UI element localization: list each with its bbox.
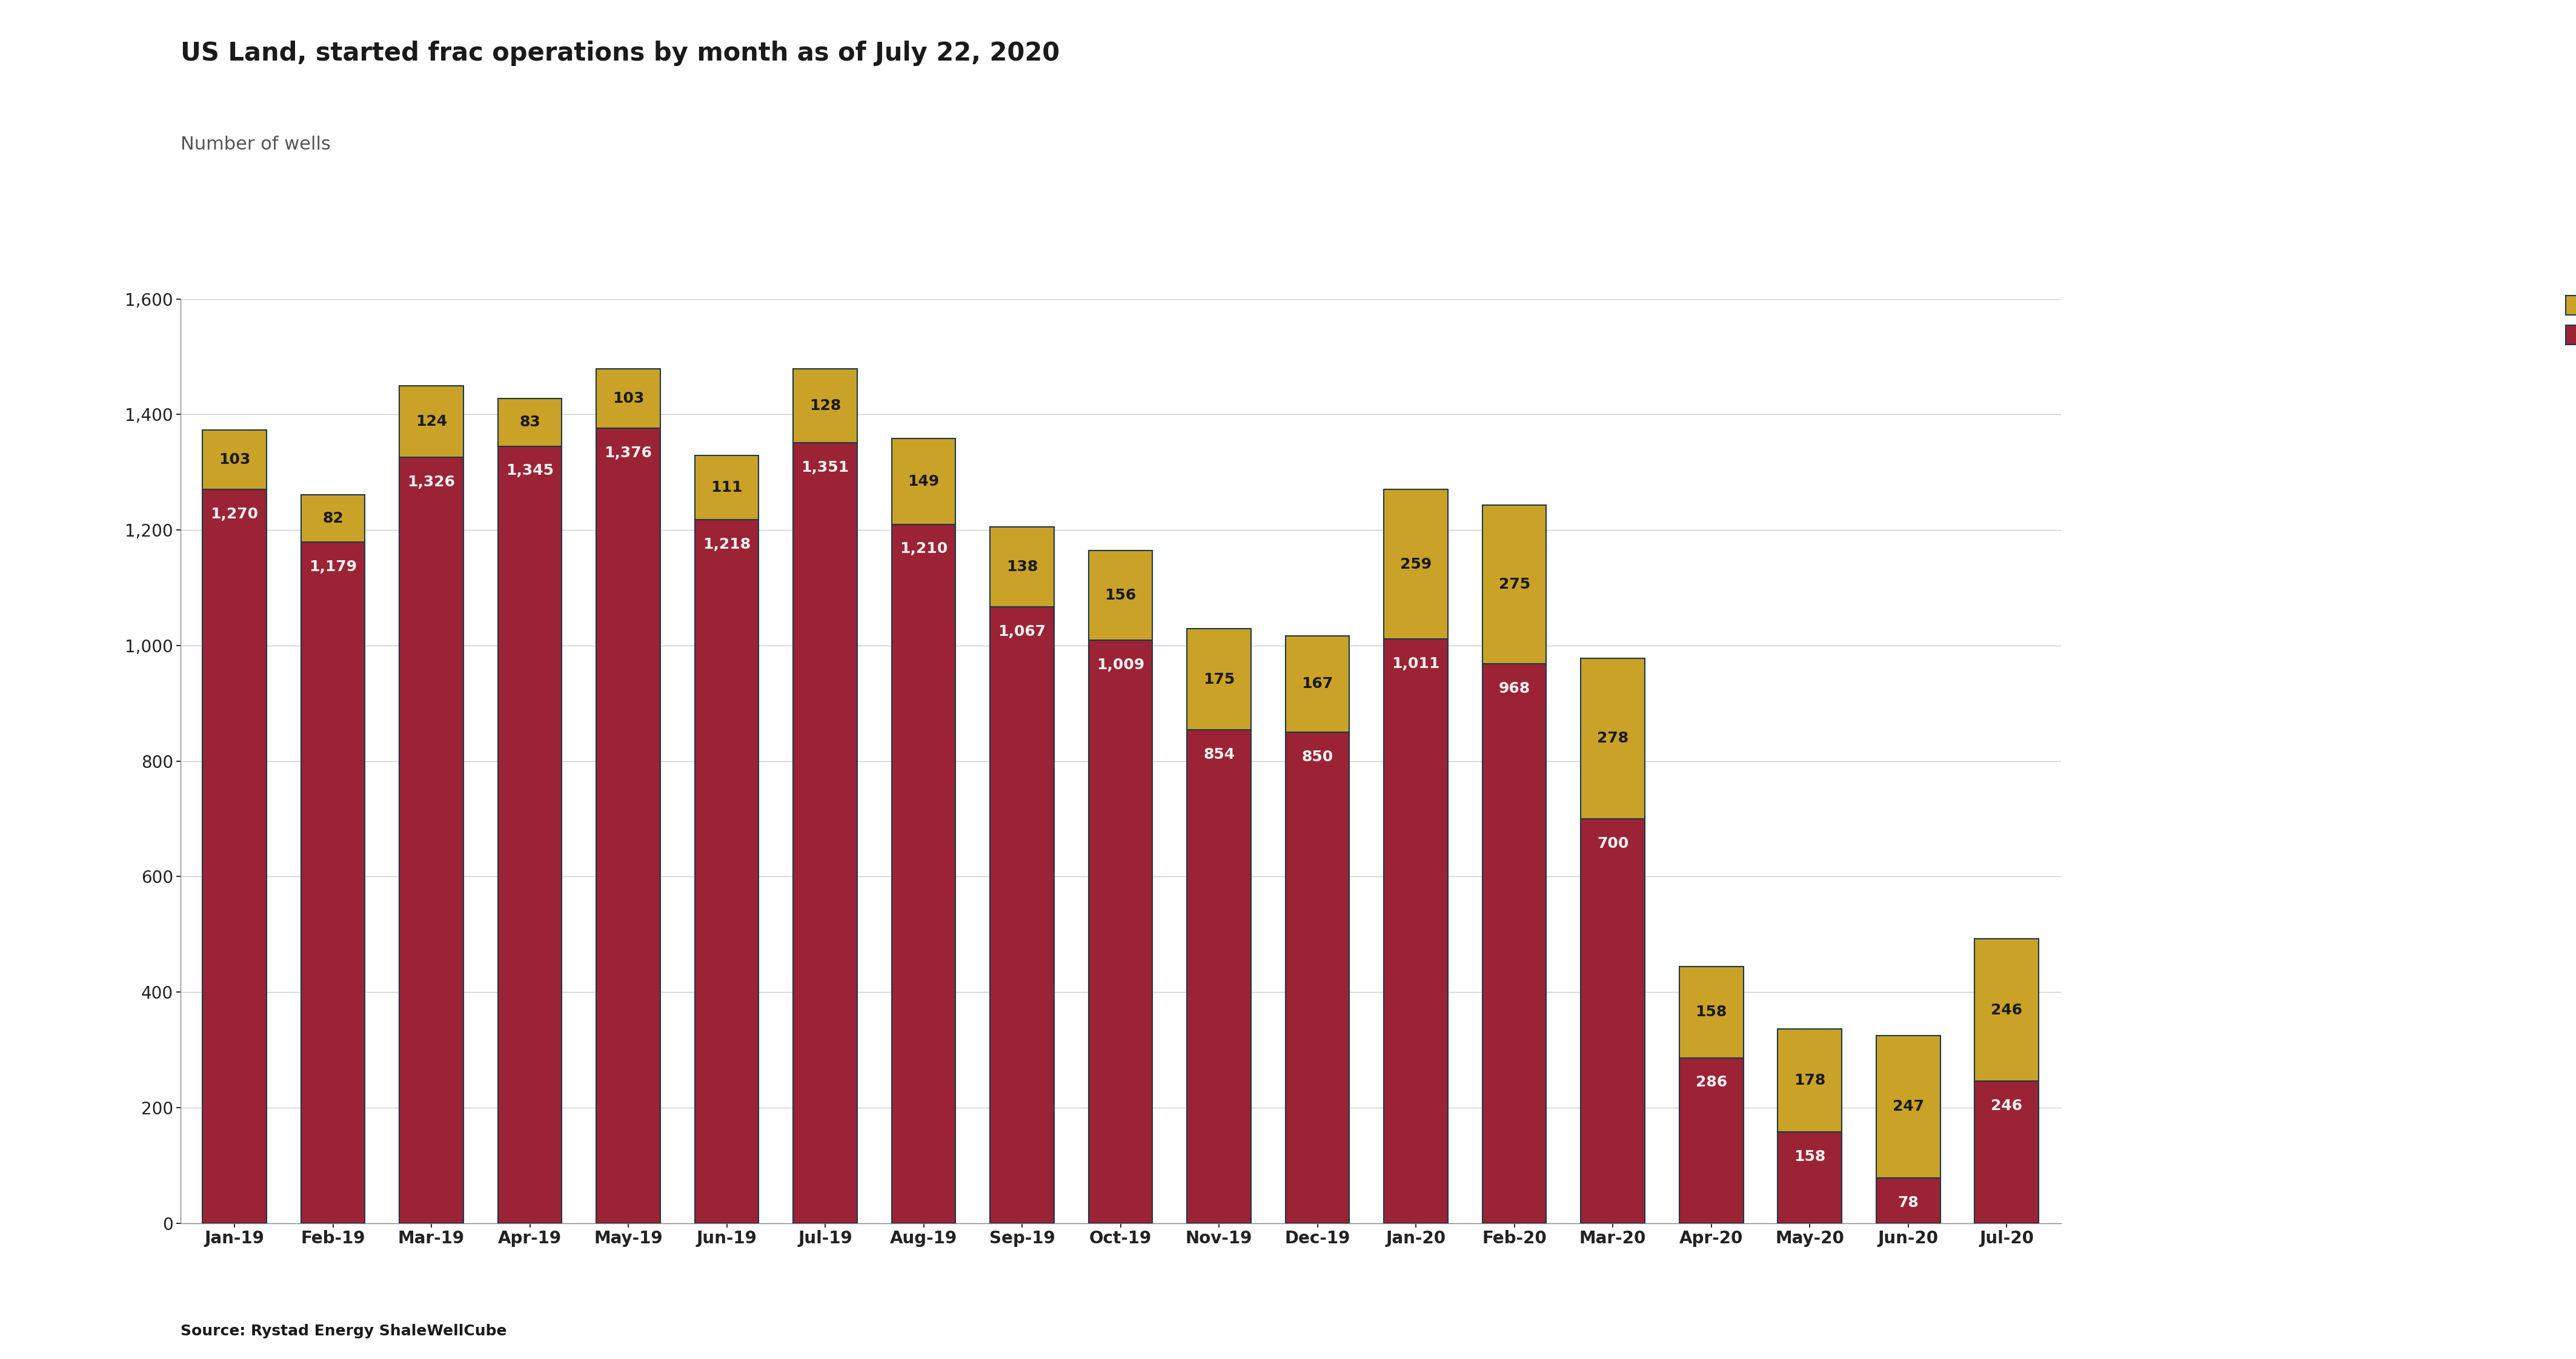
Text: 111: 111 — [711, 480, 742, 495]
Text: Source: Rystad Energy ShaleWellCube: Source: Rystad Energy ShaleWellCube — [180, 1324, 507, 1339]
Text: 1,351: 1,351 — [801, 461, 850, 474]
Text: 138: 138 — [1007, 560, 1038, 575]
Bar — [1875, 1178, 1940, 1223]
Bar — [204, 429, 265, 489]
Bar — [989, 527, 1054, 607]
Bar — [1383, 639, 1448, 1223]
Text: 128: 128 — [809, 398, 840, 413]
Text: 83: 83 — [520, 414, 541, 429]
Bar — [891, 438, 956, 525]
Bar — [891, 525, 956, 1223]
Text: 1,011: 1,011 — [1391, 656, 1440, 671]
Bar — [1285, 636, 1350, 733]
Text: Number of wells: Number of wells — [180, 136, 330, 154]
Text: 158: 158 — [1793, 1150, 1826, 1163]
Bar — [1481, 665, 1546, 1223]
Bar — [1875, 1036, 1940, 1178]
Text: 175: 175 — [1203, 673, 1234, 686]
Bar — [301, 542, 366, 1223]
Text: 78: 78 — [1899, 1196, 1919, 1210]
Text: 968: 968 — [1499, 681, 1530, 696]
Text: 124: 124 — [415, 414, 448, 428]
Bar — [399, 386, 464, 457]
Bar — [1976, 939, 2038, 1080]
Text: 278: 278 — [1597, 731, 1628, 746]
Text: 246: 246 — [1991, 1098, 2022, 1113]
Bar — [1285, 733, 1350, 1223]
Text: 854: 854 — [1203, 747, 1234, 761]
Text: 1,345: 1,345 — [505, 463, 554, 478]
Text: 156: 156 — [1105, 588, 1136, 602]
Bar — [1777, 1132, 1842, 1223]
Bar — [1582, 658, 1646, 818]
Text: 1,210: 1,210 — [899, 541, 948, 556]
Text: 275: 275 — [1499, 578, 1530, 593]
Bar — [1090, 550, 1151, 640]
Bar — [497, 398, 562, 446]
Text: 82: 82 — [322, 511, 343, 526]
Bar — [1680, 966, 1744, 1057]
Bar — [301, 495, 366, 542]
Text: 103: 103 — [613, 391, 644, 406]
Text: 1,218: 1,218 — [703, 537, 750, 552]
Bar — [1680, 1057, 1744, 1223]
Bar — [793, 443, 858, 1223]
Text: 103: 103 — [219, 453, 250, 467]
Text: 286: 286 — [1695, 1075, 1726, 1090]
Text: 850: 850 — [1301, 750, 1334, 764]
Text: 259: 259 — [1401, 557, 1432, 572]
Text: 1,270: 1,270 — [211, 507, 258, 522]
Text: 1,067: 1,067 — [997, 624, 1046, 639]
Text: 158: 158 — [1695, 1006, 1726, 1019]
Text: 167: 167 — [1301, 677, 1334, 692]
Bar — [1976, 1080, 2038, 1223]
Bar — [696, 519, 760, 1223]
Text: 700: 700 — [1597, 836, 1628, 851]
Bar — [595, 368, 659, 428]
Bar — [497, 446, 562, 1223]
Text: 149: 149 — [907, 474, 940, 488]
Bar — [696, 455, 760, 519]
Bar — [399, 457, 464, 1223]
Legend: Satellite data, FracFocus: Satellite data, FracFocus — [2558, 289, 2576, 352]
Text: 247: 247 — [1893, 1099, 1924, 1114]
Text: 1,009: 1,009 — [1097, 658, 1144, 673]
Bar — [793, 368, 858, 443]
Bar — [595, 428, 659, 1223]
Bar — [1188, 730, 1252, 1223]
Text: US Land, started frac operations by month as of July 22, 2020: US Land, started frac operations by mont… — [180, 41, 1059, 67]
Bar — [1481, 506, 1546, 665]
Bar — [989, 607, 1054, 1223]
Text: 1,376: 1,376 — [605, 446, 652, 461]
Bar — [1090, 640, 1151, 1223]
Text: 1,179: 1,179 — [309, 560, 358, 573]
Bar — [1383, 489, 1448, 639]
Text: 178: 178 — [1793, 1074, 1826, 1087]
Bar — [1777, 1029, 1842, 1132]
Text: 246: 246 — [1991, 1003, 2022, 1018]
Text: 1,326: 1,326 — [407, 474, 456, 489]
Bar — [1582, 818, 1646, 1223]
Bar — [204, 489, 265, 1223]
Bar — [1188, 629, 1252, 730]
